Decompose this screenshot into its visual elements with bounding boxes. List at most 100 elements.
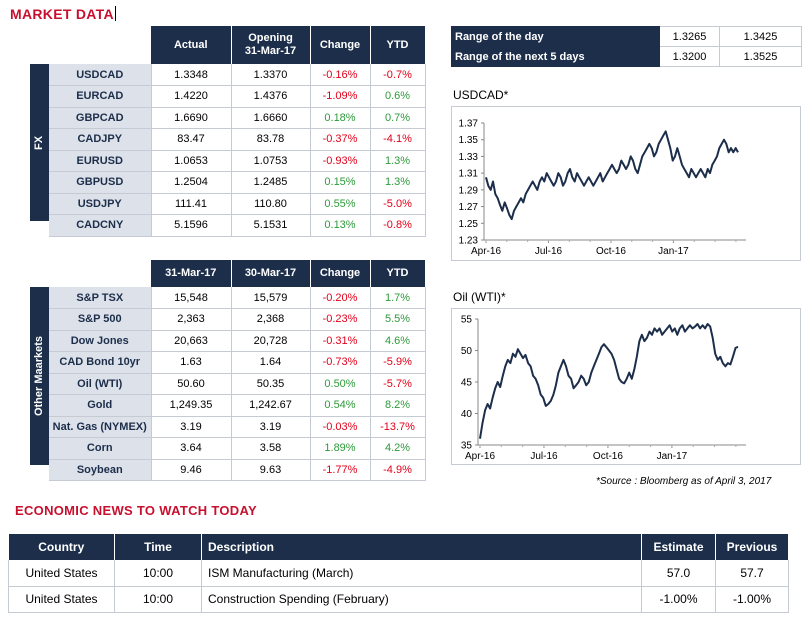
range-high-value: 1.3525 [719,46,802,67]
market-row: S&P 500 2,363 2,368 -0.23% 5.5% [49,308,426,331]
range-low-value: 1.3200 [659,46,720,67]
fx-ytd-value: 1.3% [370,171,426,194]
econ-header-previous: Previous [715,534,789,560]
market-row: S&P TSX 15,548 15,579 -0.20% 1.7% [49,287,426,309]
market-ytd-value: 1.7% [370,287,426,309]
econ-header-country: Country [8,534,115,560]
oil-chart-frame: 55 50 45 40 35 Apr-16 Jul-16 Oct-16 Jan-17 [451,308,801,465]
market-date2-value: 1,242.67 [231,394,311,417]
fx-opening-value: 1.2485 [231,171,311,194]
fx-ytd-value: -5.0% [370,193,426,215]
market-row: Gold 1,249.35 1,242.67 0.54% 8.2% [49,394,426,417]
econ-country: United States [8,560,115,587]
fx-pair-label: CADCNY [49,214,152,237]
market-date1-value: 50.60 [151,373,232,395]
market-date1-value: 9.46 [151,459,232,481]
other-header-date1: 31-Mar-17 [151,260,232,287]
econ-country: United States [8,586,115,613]
fx-opening-value: 83.78 [231,128,311,151]
econ-row: United States 10:00 Construction Spending … [8,586,789,613]
range-high-value: 1.3425 [719,26,802,47]
fx-opening-value: 1.0753 [231,150,311,172]
market-date2-value: 9.63 [231,459,311,481]
fx-pair-label: EURCAD [49,85,152,108]
usdcad-y-tick-label: 1.29 [459,185,479,196]
fx-row: GBPCAD 1.6690 1.6660 0.18% 0.7% [49,107,426,129]
market-date1-value: 3.64 [151,437,232,460]
econ-header-time: Time [114,534,202,560]
market-label: Soybean [49,459,152,481]
fx-pair-label: USDJPY [49,193,152,215]
market-row: CAD Bond 10yr 1.63 1.64 -0.73% -5.9% [49,351,426,374]
oil-series-line [479,323,739,439]
other-header-blank [49,260,151,287]
fx-change-value: 0.18% [310,107,371,129]
fx-pair-label: EURUSD [49,150,152,172]
oil-chart-title: Oil (WTI)* [453,290,506,304]
market-change-value: -1.77% [310,459,371,481]
fx-row: CADCNY 5.1596 5.1531 0.13% -0.8% [49,214,426,237]
market-change-value: -0.03% [310,416,371,438]
market-change-value: 0.50% [310,373,371,395]
usdcad-y-tick-label: 1.37 [459,119,479,130]
range-row: Range of the next 5 days 1.3200 1.3525 [451,46,802,67]
usdcad-y-tick-label: 1.35 [459,135,479,146]
fx-pair-label: GBPUSD [49,171,152,194]
market-change-value: -0.23% [310,308,371,331]
econ-header-estimate: Estimate [641,534,716,560]
usdcad-y-tick-label: 1.27 [459,202,479,213]
fx-actual-value: 111.41 [151,193,232,215]
usdcad-chart-frame: 1.37 1.35 1.33 1.31 1.29 1.27 1.25 1.23 Apr-16 Ju… [451,106,801,261]
market-date1-value: 20,663 [151,330,232,352]
fx-change-value: 0.15% [310,171,371,194]
usdcad-series-line [485,130,739,221]
econ-row: United States 10:00 ISM Manufacturing (Mar… [8,560,789,587]
fx-actual-value: 1.2504 [151,171,232,194]
oil-y-tick-label: 45 [461,378,473,389]
econ-estimate: -1.00% [641,586,716,613]
market-change-value: -0.20% [310,287,371,309]
market-date1-value: 1,249.35 [151,394,232,417]
usdcad-y-tick-label: 1.23 [459,236,479,247]
oil-y-tick-label: 55 [461,315,473,326]
usdcad-x-tick-label: Jan-17 [658,246,689,257]
market-date2-value: 20,728 [231,330,311,352]
fx-ytd-value: 0.6% [370,85,426,108]
econ-description: ISM Manufacturing (March) [201,560,642,587]
other-header-ytd: YTD [370,260,426,287]
page-title: MARKET DATA [10,6,116,22]
market-date2-value: 3.19 [231,416,311,438]
fx-ytd-value: -0.7% [370,64,426,86]
market-row: Corn 3.64 3.58 1.89% 4.2% [49,437,426,460]
fx-table: Actual Opening 31-Mar-17 Change YTD USDCA… [49,26,426,237]
market-change-value: 1.89% [310,437,371,460]
fx-row: USDCAD 1.3348 1.3370 -0.16% -0.7% [49,64,426,86]
fx-change-value: 0.55% [310,193,371,215]
usdcad-y-tick-label: 1.25 [459,219,479,230]
source-note: *Source : Bloomberg as of April 3, 2017 [596,476,772,487]
fx-sidebar: FX [30,64,49,221]
market-change-value: -0.31% [310,330,371,352]
fx-opening-value: 1.3370 [231,64,311,86]
oil-y-tick-label: 40 [461,409,473,420]
market-date2-value: 1.64 [231,351,311,374]
fx-ytd-value: -4.1% [370,128,426,151]
market-row: Soybean 9.46 9.63 -1.77% -4.9% [49,459,426,481]
fx-actual-value: 1.4220 [151,85,232,108]
usdcad-y-tick-label: 1.31 [459,169,479,180]
fx-change-value: 0.13% [310,214,371,237]
fx-row: EURCAD 1.4220 1.4376 -1.09% 0.6% [49,85,426,108]
market-date1-value: 2,363 [151,308,232,331]
econ-header-description: Description [201,534,642,560]
fx-ytd-value: 1.3% [370,150,426,172]
fx-pair-label: CADJPY [49,128,152,151]
usdcad-x-tick-label: Jul-16 [535,246,563,257]
fx-change-value: -1.09% [310,85,371,108]
econ-estimate: 57.0 [641,560,716,587]
econ-previous: -1.00% [715,586,789,613]
market-date2-value: 2,368 [231,308,311,331]
market-ytd-value: 4.6% [370,330,426,352]
other-markets-table: 31-Mar-17 30-Mar-17 Change YTD S&P TSX 15… [49,260,426,481]
market-date1-value: 3.19 [151,416,232,438]
